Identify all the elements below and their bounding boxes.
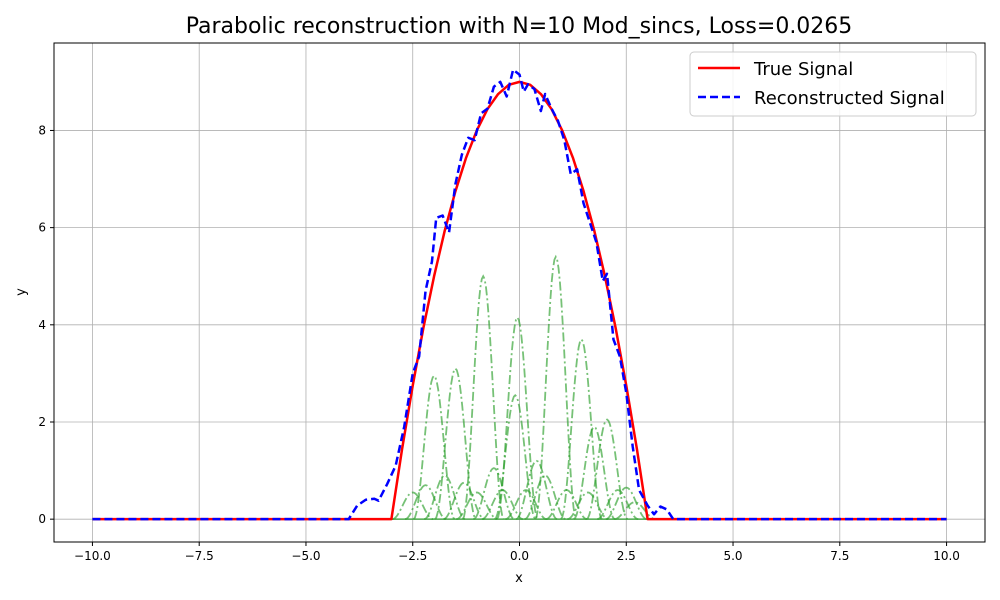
x-tick-label: 5.0 — [723, 549, 742, 563]
legend-label-true-signal: True Signal — [753, 59, 853, 80]
y-tick-label: 4 — [38, 318, 46, 332]
component-curve — [597, 489, 639, 521]
component-curve — [534, 254, 578, 520]
y-tick-label: 8 — [38, 123, 46, 137]
x-tick-label: −7.5 — [185, 549, 214, 563]
component-curves — [92, 254, 947, 521]
x-tick-label: 2.5 — [617, 549, 636, 563]
x-tick-label: 10.0 — [933, 549, 960, 563]
component-curve — [461, 274, 505, 520]
x-axis-ticks: −10.0 −7.5 −5.0 −2.5 0.0 2.5 5.0 7.5 10.0 — [74, 542, 960, 563]
component-curve — [614, 501, 656, 521]
y-tick-label: 2 — [38, 415, 46, 429]
x-tick-label: 7.5 — [830, 549, 849, 563]
chart-title: Parabolic reconstruction with N=10 Mod_s… — [186, 14, 853, 39]
component-curve — [434, 367, 477, 520]
component-curve — [585, 418, 629, 520]
component-curve — [515, 459, 558, 520]
component-curve — [423, 474, 466, 521]
series-line-reconstructed-signal — [92, 68, 947, 521]
component-curve — [473, 467, 515, 520]
component-curve — [494, 393, 537, 520]
component-curve — [524, 474, 566, 521]
component-curve — [567, 491, 609, 521]
x-tick-label: 0.0 — [510, 549, 529, 563]
component-curve — [404, 484, 447, 521]
component-curve — [505, 489, 547, 521]
series-line-true-signal — [92, 80, 947, 521]
x-tick-label: −10.0 — [74, 549, 111, 563]
legend-box — [689, 51, 977, 117]
component-curve — [456, 491, 498, 521]
y-axis-label: y — [14, 288, 29, 296]
x-tick-label: −5.0 — [291, 549, 320, 563]
component-curve — [605, 486, 647, 521]
component-curve — [496, 315, 539, 520]
y-axis-ticks: 0 2 4 6 8 — [38, 123, 54, 526]
component-curve — [412, 374, 456, 520]
component-curve — [392, 491, 434, 521]
x-tick-label: −2.5 — [398, 549, 427, 563]
component-curve — [573, 425, 616, 520]
y-tick-label: 0 — [38, 512, 46, 526]
component-curve — [443, 481, 485, 521]
legend-label-reconstructed-signal: Reconstructed Signal — [754, 88, 945, 109]
x-axis-label: x — [515, 571, 523, 586]
legend: True Signal Reconstructed Signal — [689, 51, 977, 117]
y-tick-label: 6 — [38, 221, 46, 235]
series-lines — [92, 68, 947, 521]
